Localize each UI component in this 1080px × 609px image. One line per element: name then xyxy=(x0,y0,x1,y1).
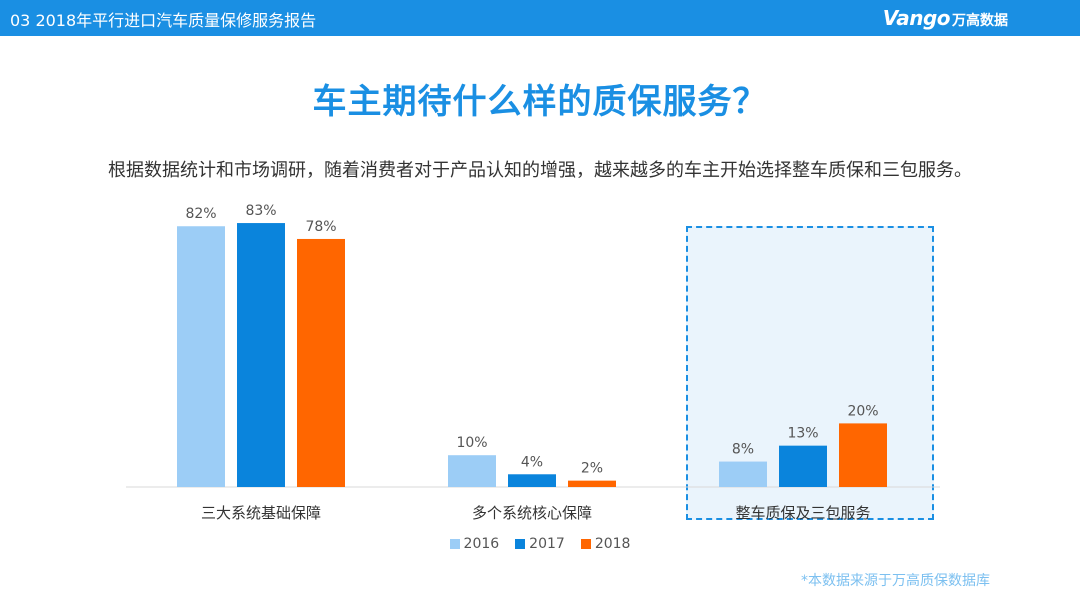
page-subtitle: 根据数据统计和市场调研，随着消费者对于产品认知的增强，越来越多的车主开始选择整车… xyxy=(108,160,972,181)
top-banner: 03 2018年平行进口汽车质量保修服务报告 Vango 万高数据 xyxy=(0,0,1080,36)
bar-2016-3 xyxy=(719,461,767,487)
brand-name: 万高数据 xyxy=(952,13,1008,29)
category-label-3: 整车质保及三包服务 xyxy=(735,504,870,522)
legend-label-2016: 2016 xyxy=(463,536,500,552)
category-label-2: 多个系统核心保障 xyxy=(472,504,592,522)
legend-label-2018: 2018 xyxy=(594,536,631,552)
legend-item-2016: 2016 xyxy=(449,536,500,552)
source-note: *本数据来源于万高质保数据库 xyxy=(801,573,990,589)
bar-2017-1 xyxy=(237,223,285,487)
data-label-2017-1: 83% xyxy=(245,203,276,219)
bar-2016-2 xyxy=(448,455,496,487)
bar-2018-3 xyxy=(839,423,887,487)
data-label-2016-3: 8% xyxy=(732,442,754,458)
data-label-2016-2: 10% xyxy=(456,435,487,451)
legend-item-2017: 2017 xyxy=(515,536,565,552)
bar-2018-2 xyxy=(568,480,616,487)
page-headline: 车主期待什么样的质保服务？ xyxy=(312,82,768,122)
brand-logo: Vango 万高数据 xyxy=(883,6,1008,30)
legend-swatch-2016 xyxy=(449,539,460,549)
brand-logo-text: Vango xyxy=(882,6,951,30)
bar-2016-1 xyxy=(177,226,225,488)
data-label-2018-1: 78% xyxy=(305,219,336,235)
legend-swatch-2018 xyxy=(580,539,591,549)
data-label-2016-1: 82% xyxy=(185,206,216,222)
bar-2018-1 xyxy=(297,238,345,487)
category-label-1: 三大系统基础保障 xyxy=(201,504,321,522)
legend-swatch-2017 xyxy=(515,539,526,549)
bar-2017-2 xyxy=(508,474,556,487)
chart-legend: 2016 2017 2018 xyxy=(0,536,1080,552)
legend-label-2017: 2017 xyxy=(529,536,565,552)
report-title: 03 2018年平行进口汽车质量保修服务报告 xyxy=(10,11,317,30)
data-label-2017-3: 13% xyxy=(787,426,818,442)
bar-2017-3 xyxy=(779,445,827,487)
data-label-2018-3: 20% xyxy=(847,403,878,419)
data-label-2017-2: 4% xyxy=(521,454,543,470)
data-label-2018-2: 2% xyxy=(581,461,603,477)
legend-item-2018: 2018 xyxy=(580,536,631,552)
